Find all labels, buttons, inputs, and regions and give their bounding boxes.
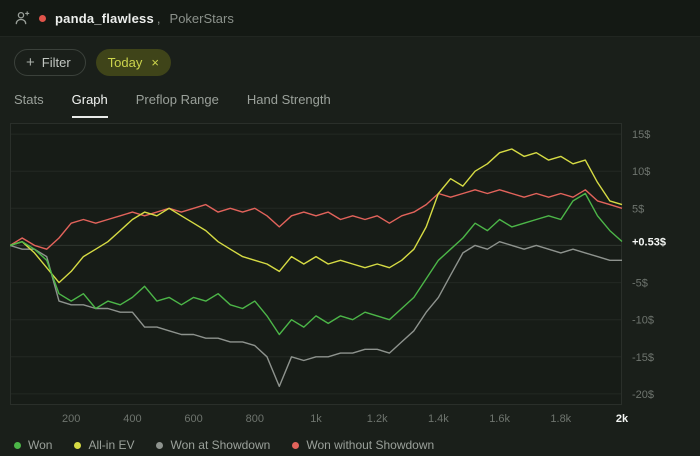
- svg-text:1.4k: 1.4k: [428, 413, 449, 425]
- filter-bar: + Filter Today ×: [0, 37, 700, 86]
- filter-chip-label: Today: [107, 55, 143, 70]
- chart-legend: Won All-in EV Won at Showdown Won withou…: [0, 429, 700, 452]
- legend-item-won-at-showdown[interactable]: Won at Showdown: [156, 438, 270, 452]
- player-site-separator: ,: [156, 10, 161, 26]
- svg-text:10$: 10$: [632, 166, 650, 178]
- tab-stats[interactable]: Stats: [14, 92, 44, 107]
- svg-text:-15$: -15$: [632, 352, 654, 364]
- legend-label: Won without Showdown: [306, 438, 435, 452]
- svg-text:2k: 2k: [616, 413, 629, 425]
- legend-label: Won: [28, 438, 53, 452]
- filter-button[interactable]: + Filter: [14, 49, 86, 76]
- legend-item-allin-ev[interactable]: All-in EV: [74, 438, 134, 452]
- site-name: PokerStars: [169, 10, 234, 26]
- svg-text:200: 200: [62, 413, 80, 425]
- legend-item-won-without-showdown[interactable]: Won without Showdown: [292, 438, 434, 452]
- svg-text:-20$: -20$: [632, 389, 654, 401]
- tab-hand-strength[interactable]: Hand Strength: [246, 92, 331, 107]
- svg-text:1.2k: 1.2k: [367, 413, 388, 425]
- svg-text:5$: 5$: [632, 203, 644, 215]
- legend-dot-won-without-showdown: [292, 441, 300, 449]
- svg-text:800: 800: [246, 413, 264, 425]
- plus-icon: +: [26, 53, 35, 71]
- tab-preflop-range[interactable]: Preflop Range: [135, 92, 219, 107]
- top-bar: panda_flawless , PokerStars: [0, 0, 700, 37]
- legend-item-won[interactable]: Won: [14, 438, 52, 452]
- legend-dot-won-at-showdown: [156, 441, 164, 449]
- chart-container: 15$ 10$ 5$ -5$ -10$ -15$ -20$ +0.53$ 200 400 600 80…: [10, 123, 690, 429]
- profit-chart: 15$ 10$ 5$ -5$ -10$ -15$ -20$ +0.53$ 200 400 600 80…: [10, 123, 666, 425]
- tab-bar: Stats Graph Preflop Range Hand Strength: [0, 86, 700, 118]
- player-name[interactable]: panda_flawless: [55, 10, 154, 26]
- close-icon[interactable]: ×: [151, 54, 159, 70]
- legend-dot-won: [14, 441, 21, 449]
- filter-chip-today[interactable]: Today ×: [95, 49, 171, 76]
- legend-label: Won at Showdown: [170, 438, 271, 452]
- svg-text:600: 600: [184, 413, 202, 425]
- legend-dot-allin-ev: [74, 441, 82, 449]
- svg-text:15$: 15$: [632, 129, 650, 141]
- svg-text:1.6k: 1.6k: [489, 413, 510, 425]
- svg-text:+0.53$: +0.53$: [632, 237, 666, 249]
- svg-text:1k: 1k: [310, 413, 322, 425]
- svg-text:1.8k: 1.8k: [550, 413, 571, 425]
- svg-text:400: 400: [123, 413, 141, 425]
- tab-graph[interactable]: Graph: [71, 92, 108, 118]
- filter-button-label: Filter: [41, 55, 71, 70]
- svg-text:-5$: -5$: [632, 278, 648, 290]
- legend-label: All-in EV: [88, 438, 135, 452]
- svg-text:-10$: -10$: [632, 315, 654, 327]
- online-status-dot: [39, 14, 46, 22]
- player-icon[interactable]: [14, 10, 30, 26]
